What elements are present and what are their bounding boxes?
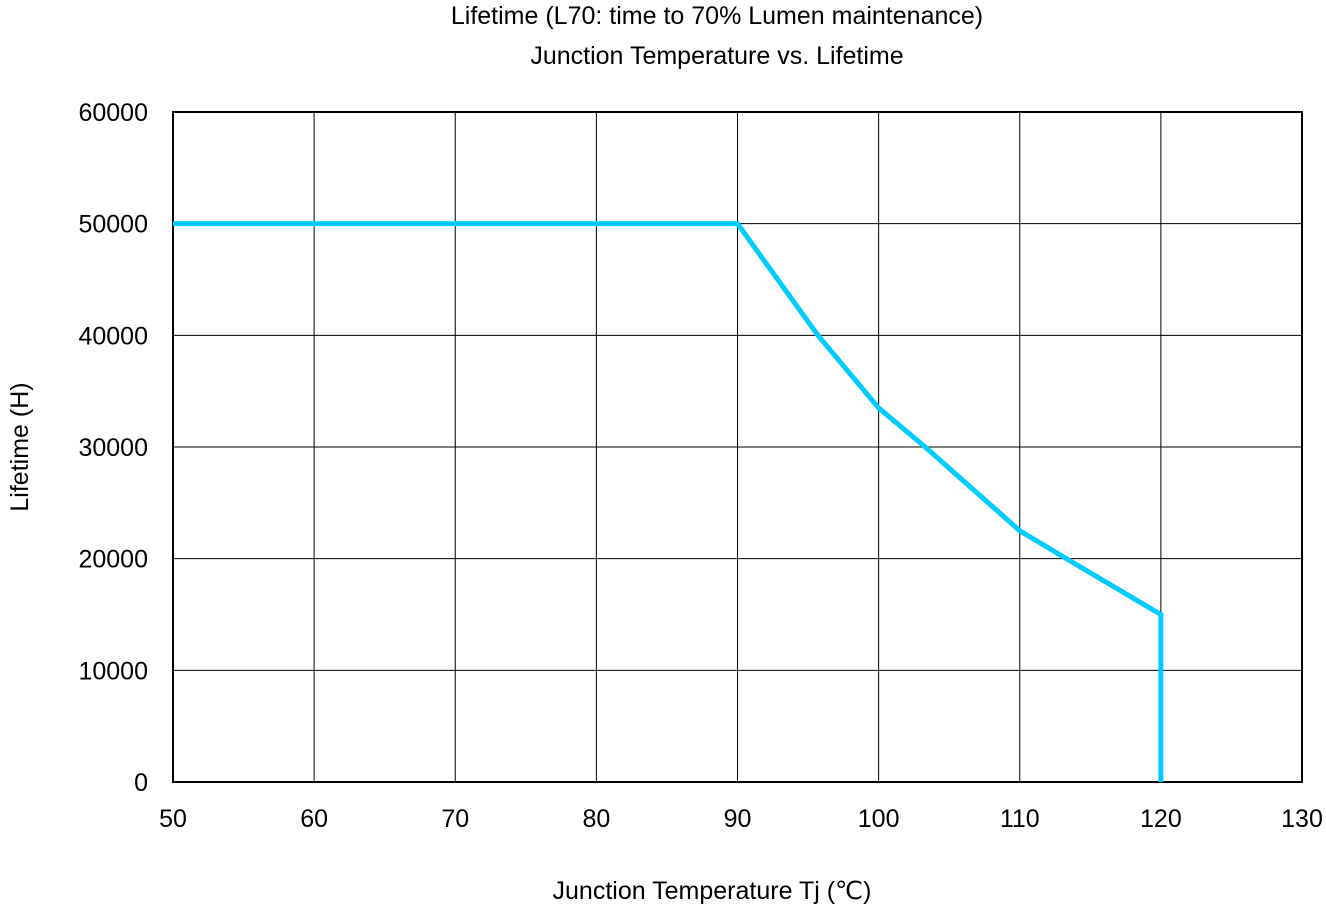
- x-tick-label: 130: [1281, 805, 1323, 833]
- x-axis-title: Junction Temperature Tj (℃): [553, 877, 872, 905]
- x-tick-label: 50: [159, 805, 187, 833]
- plot-area-border: [172, 111, 1303, 783]
- x-tick-label: 60: [300, 805, 328, 833]
- x-tick-label: 110: [1000, 805, 1040, 833]
- series-line: [173, 221, 1164, 782]
- y-tick-label: 20000: [78, 546, 148, 574]
- x-tick-label: 70: [441, 805, 469, 833]
- series-layer: [173, 221, 1164, 782]
- x-tick-label: 80: [582, 805, 610, 833]
- x-tick-label: 90: [724, 805, 752, 833]
- y-tick-label: 0: [134, 769, 148, 797]
- y-tick-label: 40000: [78, 322, 148, 350]
- x-tick-label: 120: [1140, 805, 1182, 833]
- y-axis-title: Lifetime (H): [6, 382, 34, 511]
- y-tick-label: 50000: [78, 211, 148, 239]
- chart-subtitle: Junction Temperature vs. Lifetime: [530, 42, 903, 70]
- x-tick-label: 100: [858, 805, 900, 833]
- y-tick-label: 10000: [78, 657, 148, 685]
- chart-title: Lifetime (L70: time to 70% Lumen mainten…: [451, 2, 983, 30]
- y-axis-ticks: 0 10000 20000 30000 40000 50000 60000: [78, 99, 148, 797]
- gridlines: [172, 111, 1303, 783]
- y-tick-label: 30000: [78, 434, 148, 462]
- y-tick-label: 60000: [78, 99, 148, 127]
- x-axis-ticks: 50 60 70 80 90 100 110 120 130: [159, 805, 1323, 833]
